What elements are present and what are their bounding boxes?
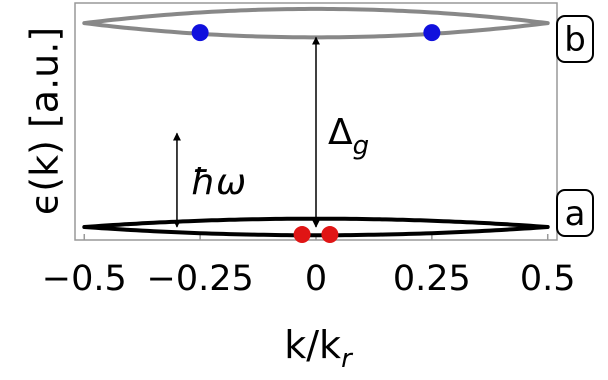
x-tick-label: −0.5	[42, 259, 127, 299]
band-a-curve	[82, 216, 550, 238]
x-axis-label-sub: r	[341, 344, 354, 374]
gap-label-sub: g	[353, 131, 370, 161]
x-tick-label: 0.25	[393, 259, 471, 299]
band-a-badge: a	[556, 189, 594, 237]
band-b-label: b	[564, 20, 586, 60]
band-b-badge: b	[556, 15, 594, 63]
y-axis-label: ϵ(k) [a.u.]	[23, 27, 67, 215]
band-b-point	[191, 24, 209, 42]
band-b-curve	[82, 6, 550, 40]
band-a-point	[321, 226, 339, 244]
x-tick-label: 0	[305, 259, 327, 299]
gap-label: Δg	[328, 112, 369, 161]
band-curves	[82, 6, 550, 238]
gap-label-main: Δ	[328, 112, 353, 153]
x-axis-label: k/kr	[284, 323, 354, 374]
x-ticks: −0.5 −0.25 0 0.25 0.5	[42, 234, 576, 299]
photon-energy-label: ħω	[191, 162, 246, 203]
x-tick-label: 0.5	[520, 259, 576, 299]
band-points	[191, 24, 441, 244]
x-tick-label: −0.25	[147, 259, 254, 299]
x-axis-label-main: k/k	[284, 323, 341, 367]
band-a-label: a	[565, 194, 586, 234]
band-b-point	[423, 24, 441, 42]
band-a-point	[293, 226, 311, 244]
annotations: Δg ħω	[172, 36, 369, 228]
